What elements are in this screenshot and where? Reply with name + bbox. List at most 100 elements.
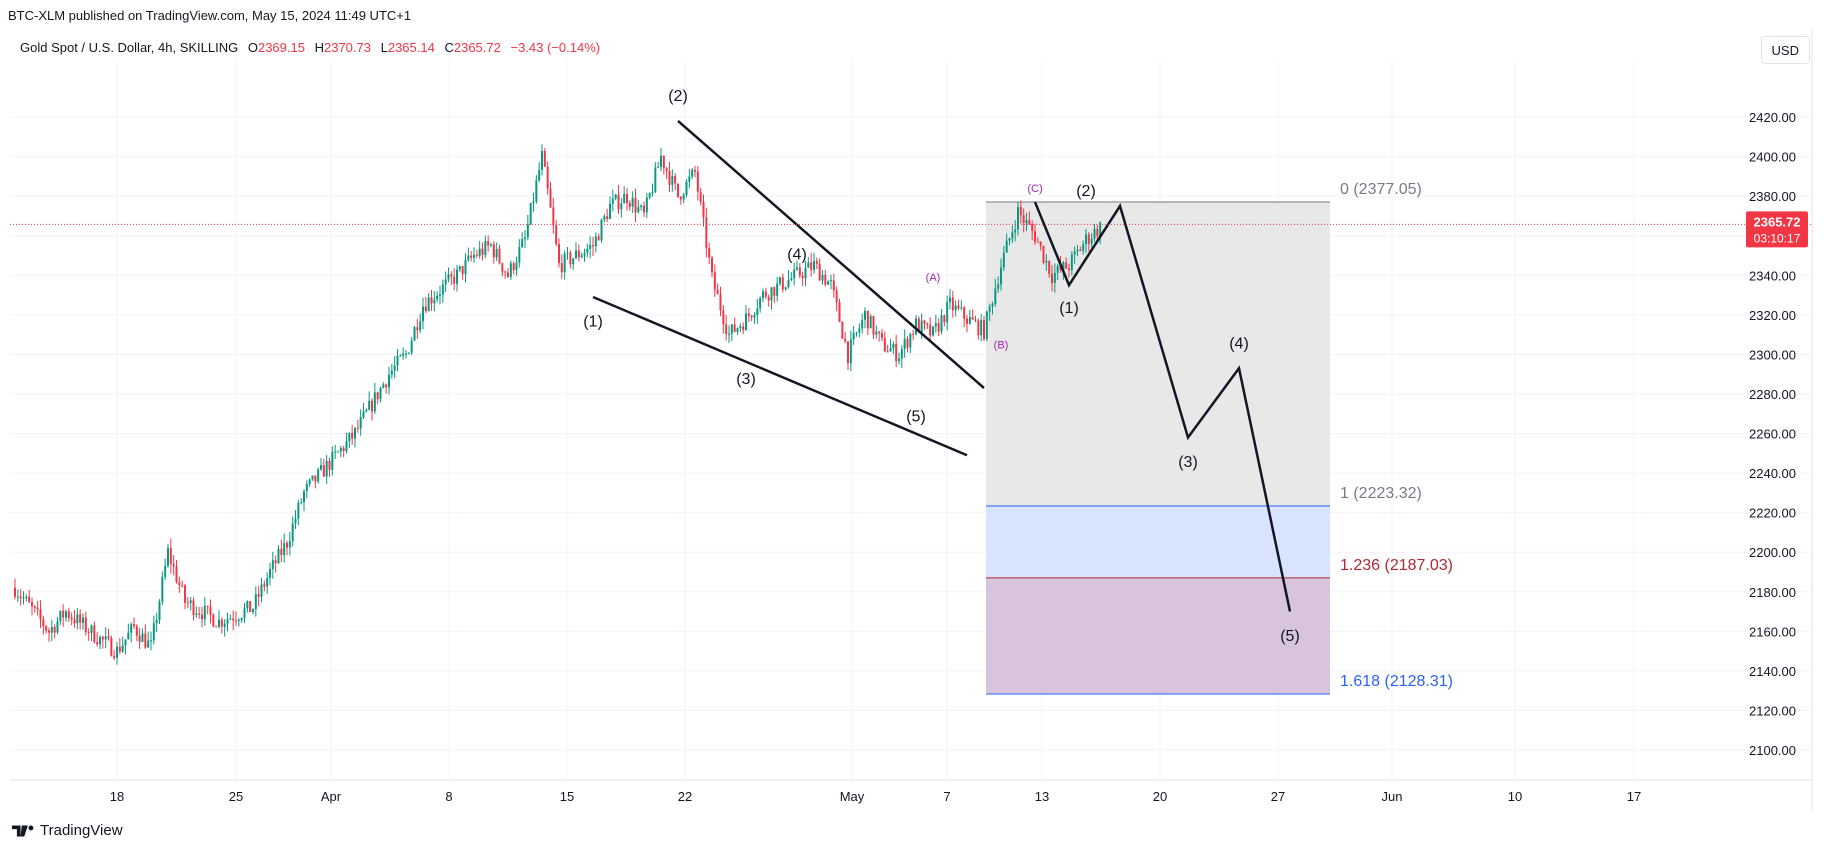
candle-body [113,655,116,658]
candle-body [555,225,558,245]
candle-body [1056,265,1059,273]
candle-body [325,460,328,477]
open-value: 2369.15 [257,40,305,55]
candle-body [949,297,951,303]
candle-body [705,217,708,249]
candle-body [104,636,107,640]
candle-body [416,327,419,331]
candle-body [747,313,750,316]
y-tick-label: 2340.00 [1749,268,1796,283]
candle-body [662,155,665,169]
y-tick-label: 2300.00 [1749,347,1796,362]
candle-body [1093,228,1096,239]
candle-body [1042,245,1045,263]
candle-body [926,323,929,325]
candle-body [631,197,634,207]
low-value: 2365.14 [387,40,435,55]
wave-label: (1) [1059,300,1079,317]
candle-body [575,250,577,259]
candle-body [331,451,334,470]
wave-label: (2) [1076,183,1096,200]
candle-body [317,469,320,482]
currency-button[interactable]: USD [1760,36,1810,64]
candle-body [16,596,19,598]
candle-body [484,241,487,255]
candle-body [152,623,155,641]
candle-body [648,193,651,198]
candle-body [36,607,39,610]
candle-body [405,353,407,355]
candle-body [946,302,949,323]
candle-body [373,392,376,412]
candle-body [14,587,16,597]
candle-body [314,475,317,482]
candle-body [606,216,609,219]
candle-body [339,447,342,452]
candle-body [1025,220,1028,224]
candle-body [1073,251,1076,255]
candle-body [181,585,184,587]
price-tag-countdown: 03:10:17 [1754,231,1801,245]
candle-body [597,236,600,241]
candle-body [679,196,682,200]
candle-body [1099,222,1102,237]
candle-body [815,261,818,264]
candle-body [388,374,390,388]
candle-body [849,339,852,364]
candle-body [756,308,759,316]
candle-body [643,205,645,213]
candle-body [249,601,252,613]
candle-body [617,194,620,210]
candle-body [535,180,538,202]
candle-body [144,633,147,648]
candle-body [923,320,926,324]
candle-body [847,341,849,364]
x-tick-label: 27 [1271,789,1285,804]
symbol-name[interactable]: Gold Spot / U.S. Dollar, 4h, SKILLING [20,40,239,55]
candles [14,144,1102,665]
candle-body [895,343,898,362]
y-tick-label: 2240.00 [1749,466,1796,481]
candle-body [441,284,444,295]
candle-body [739,326,742,329]
y-tick-label: 2420.00 [1749,110,1796,125]
candle-body [33,606,36,608]
candle-body [481,248,484,255]
candle-body [730,324,733,334]
x-tick-label: Jun [1382,789,1403,804]
candle-body [725,324,728,335]
candle-body [322,465,325,477]
candle-body [447,274,450,280]
candle-body [543,151,546,167]
candle-body [526,224,529,238]
candle-body [875,331,878,335]
candle-body [844,338,847,342]
candle-body [600,219,603,241]
candle-body [779,277,781,284]
candle-body [294,518,297,524]
candle-body [470,255,473,258]
candle-body [56,621,59,633]
wave-label: (B) [994,339,1009,351]
candle-body [603,216,606,220]
candle-body [852,333,855,340]
candle-body [682,194,685,200]
candle-body [178,582,181,586]
wave-label: (2) [668,88,688,105]
candle-body [784,287,787,290]
candle-body [450,274,453,277]
wave-label: (A) [926,272,941,284]
wedge-trendline [677,120,985,389]
candle-body [764,291,767,297]
candle-body [954,305,957,311]
candle-body [303,491,305,503]
candle-body [963,307,966,319]
candle-body [495,248,498,258]
wave-label: (5) [906,409,926,426]
candle-body [348,432,351,442]
fib-zone-1-1236 [986,506,1330,578]
footer-brand[interactable]: TradingView [12,822,123,839]
candle-body [711,257,713,273]
fib-zone-0-1 [986,201,1330,507]
